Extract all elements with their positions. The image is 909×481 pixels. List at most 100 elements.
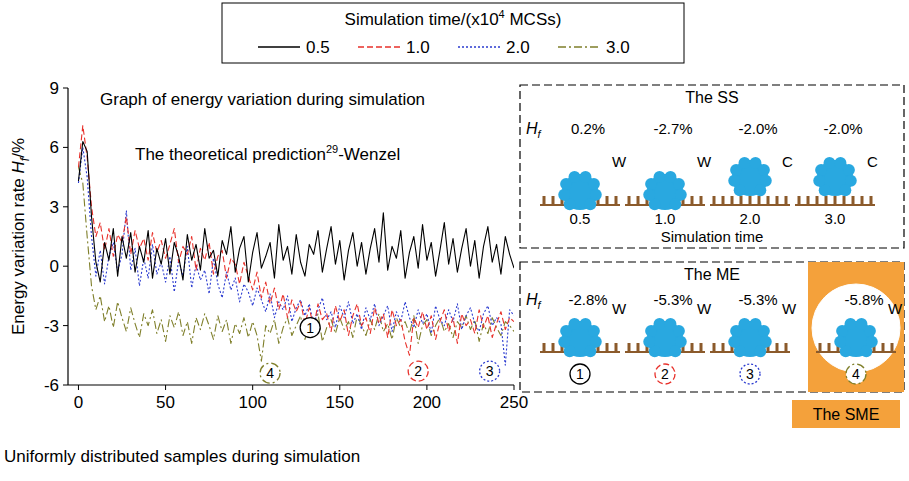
annotation-text: The theoretical prediction (135, 145, 326, 164)
pillar (722, 196, 725, 205)
y-tick-label: -3 (44, 317, 59, 336)
x-tick (514, 385, 515, 390)
droplet-bump (673, 178, 685, 190)
droplet-bump (643, 336, 655, 348)
panel-value-label: 0.2% (571, 120, 605, 137)
panel-value-label: -2.7% (653, 120, 692, 137)
pillar (740, 196, 743, 205)
annotation-superscript: 29 (326, 143, 338, 155)
series-line (78, 147, 514, 365)
legend-swatch (558, 46, 600, 47)
droplet (728, 157, 772, 196)
row-label-subscript: f (538, 128, 542, 140)
droplet-bump (588, 178, 600, 190)
panel-value-label: -5.8% (844, 291, 883, 308)
marker-label: 2 (414, 363, 422, 379)
y-tick (63, 385, 68, 386)
droplet-bump (669, 345, 681, 357)
pillar (628, 196, 631, 205)
y-axis-title: Energy variation rate Hf/% (9, 138, 32, 335)
pillar (816, 196, 819, 205)
row-label: Hf (526, 120, 542, 140)
pillar (807, 196, 810, 205)
droplet-bump (569, 318, 581, 330)
panel-box (520, 85, 904, 248)
pillar (615, 343, 618, 352)
y-tick-label: 3 (50, 198, 59, 217)
state-label: W (612, 300, 627, 317)
droplet-bump (834, 336, 846, 348)
legend-swatch (358, 46, 400, 47)
droplet-bump (584, 198, 596, 210)
pillar (713, 196, 716, 205)
x-tick-label: 0 (74, 393, 83, 412)
droplet-bump (588, 325, 600, 337)
panel-caption: 2.0 (740, 210, 761, 227)
panel-value-label: -2.8% (568, 291, 607, 308)
x-tick-label: 150 (326, 393, 354, 412)
pillar (637, 196, 640, 205)
pillar (828, 343, 831, 352)
x-tick (339, 385, 340, 390)
y-axis (67, 88, 68, 385)
pillar (882, 343, 885, 352)
droplet-bump (728, 175, 740, 187)
x-tick-label: 100 (238, 393, 266, 412)
state-label: W (612, 153, 627, 170)
pillar (767, 196, 770, 205)
caption-circle (740, 364, 760, 384)
pillar (713, 343, 716, 352)
droplet-bump (758, 325, 770, 337)
droplet (834, 318, 878, 357)
panel-caption: 1.0 (655, 210, 676, 227)
legend-swatch (258, 46, 300, 47)
panel-value-label: -2.0% (738, 120, 777, 137)
droplet-bump (860, 345, 872, 357)
droplet-bump (584, 345, 596, 357)
droplet-bump (754, 345, 766, 357)
x-tick (426, 385, 427, 390)
pillar (861, 196, 864, 205)
panel-axis-label: Simulation time (661, 228, 764, 245)
pillar (776, 343, 779, 352)
annotation: The theoretical prediction29-Wenzel (135, 143, 400, 164)
y-tick-label: 0 (50, 257, 59, 276)
panel-title: The SS (685, 89, 738, 106)
pillar (543, 343, 546, 352)
y-tick (63, 325, 68, 326)
pillar (606, 196, 609, 205)
y-tick-label: 9 (50, 79, 59, 98)
x-tick-label: 250 (500, 393, 528, 412)
pillar (798, 196, 801, 205)
state-label: W (888, 300, 903, 317)
y-tick (63, 88, 68, 89)
annotation-suffix: -Wenzel (338, 145, 400, 164)
pillar (749, 196, 752, 205)
legend-label: 1.0 (406, 38, 430, 57)
row-label: Hf (526, 291, 542, 311)
panel-value-label: -2.0% (823, 120, 862, 137)
droplet-bump (569, 171, 581, 183)
droplet-bump (864, 325, 876, 337)
row-label-symbol: H (526, 291, 538, 308)
pillar (834, 196, 837, 205)
droplet (728, 318, 772, 357)
droplet-bump (813, 175, 825, 187)
droplet-bump (558, 336, 570, 348)
plot-lines (78, 126, 514, 366)
highlight-label-box (792, 400, 900, 428)
row-label-subscript: f (538, 299, 542, 311)
marker-circle (480, 361, 500, 381)
x-axis (68, 384, 514, 385)
pillar (819, 343, 822, 352)
legend-title: Simulation time/(x104 MCSs) (345, 8, 562, 29)
droplet (558, 318, 602, 357)
pillar (843, 196, 846, 205)
droplet (643, 171, 687, 210)
droplet (643, 318, 687, 357)
pillar (552, 196, 555, 205)
droplet-bump (643, 189, 655, 201)
droplet-bump (728, 336, 740, 348)
pillar (785, 196, 788, 205)
marker-circle (260, 363, 280, 383)
